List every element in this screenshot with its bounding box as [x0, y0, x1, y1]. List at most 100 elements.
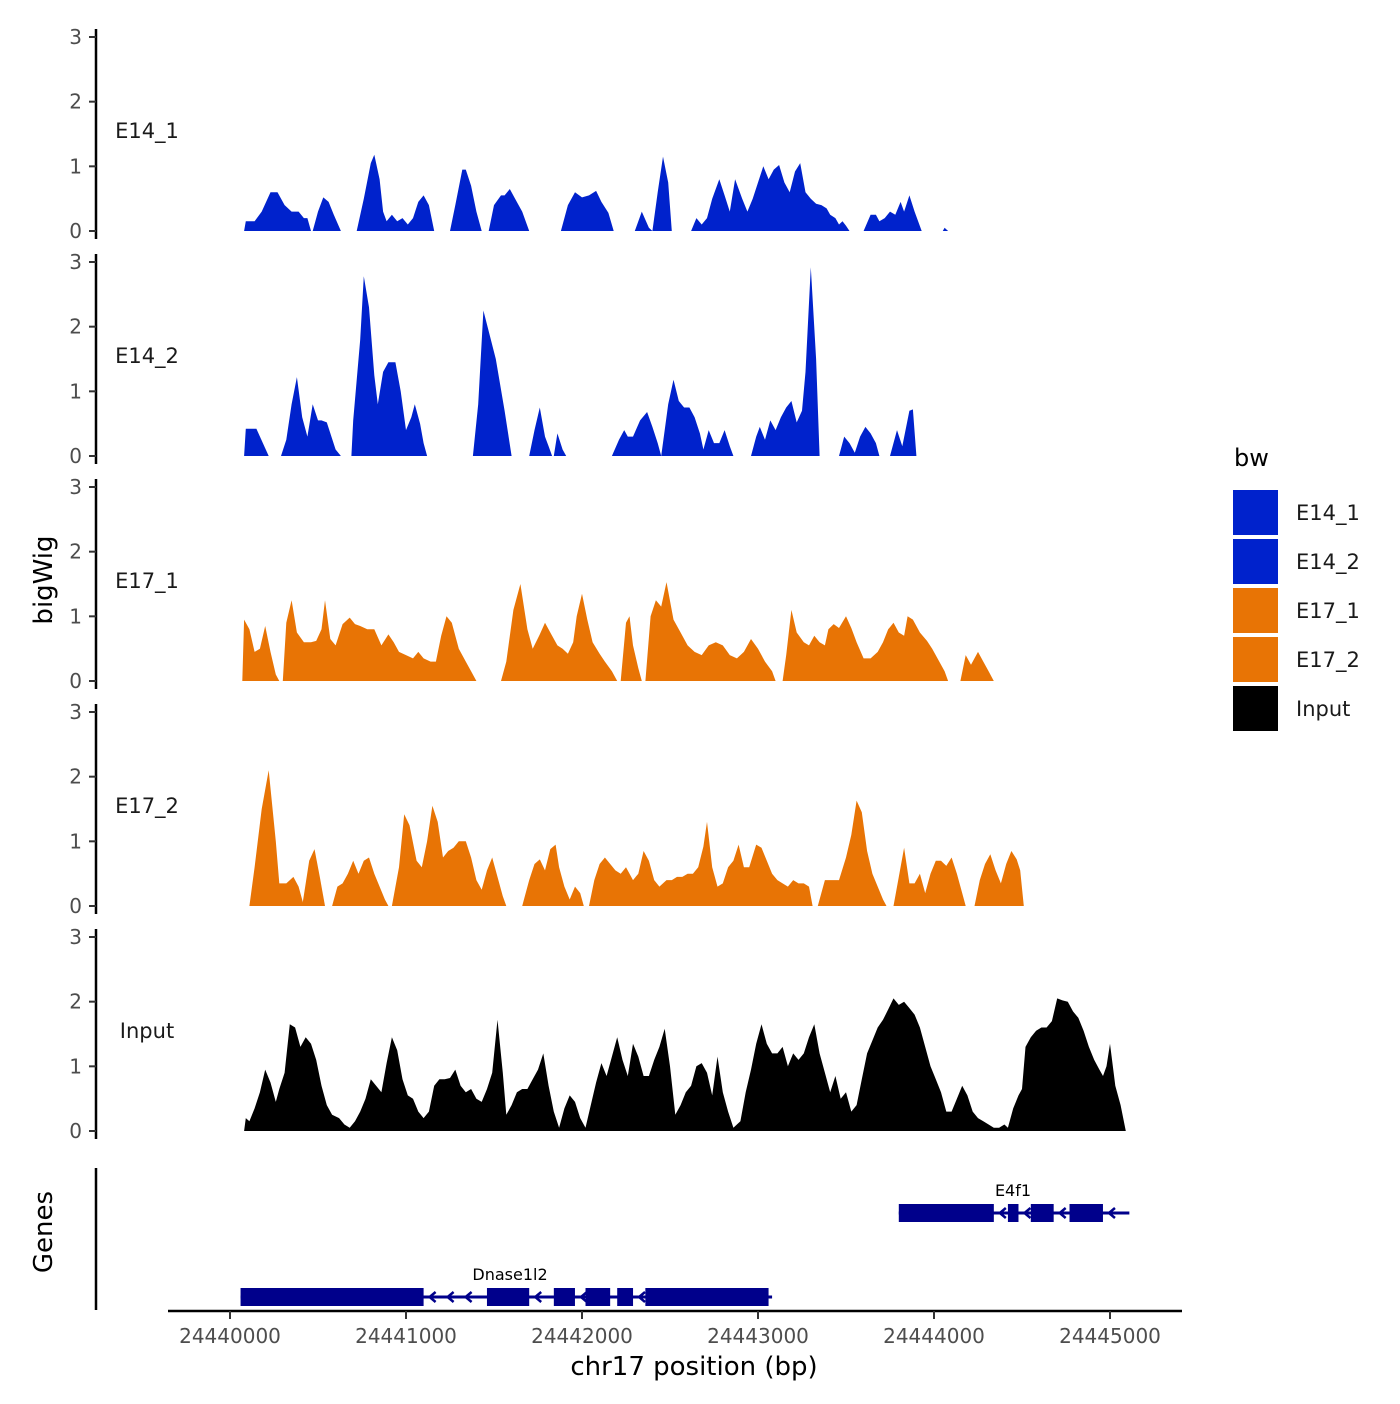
strand-arrow [427, 1291, 437, 1303]
area-segment [391, 805, 507, 906]
area-segment [634, 156, 672, 231]
x-ticks-layer: 24440000 24441000 24442000 24443000 24444000… [179, 1311, 1161, 1348]
genes-layer: E4f1 Dnase1l2 [240, 1181, 1130, 1306]
y-tick-label: 0 [69, 669, 82, 693]
area-segment [244, 428, 269, 456]
tracks-layer: 0 1 2 3 E14_1 0 1 2 3 E14_2 0 1 2 3 E17_1 0 1 2 3 E17_2 0 1 2 3… [69, 25, 1126, 1143]
strand-arrow [1022, 1207, 1032, 1219]
area-segment [302, 849, 325, 906]
y-tick-label: 0 [69, 444, 82, 468]
y-tick-label: 2 [69, 90, 82, 114]
area-segment [661, 379, 734, 456]
area-segment [611, 412, 662, 456]
y-tick-label: 3 [69, 700, 82, 724]
strand-arrow [1057, 1207, 1067, 1219]
strand-arrow [463, 1291, 473, 1303]
exon [645, 1288, 769, 1306]
legend-item-E14_1: E14_1 [1233, 490, 1360, 535]
legend-item-E17_1: E17_1 [1233, 588, 1360, 633]
legend-item-Input: Input [1233, 686, 1350, 731]
y-tick-label: 2 [69, 540, 82, 564]
area-segment [522, 844, 584, 906]
legend: bw E14_1 E14_2 E17_1 E17_2 Input [1233, 444, 1360, 731]
area-segment [553, 433, 567, 456]
exon [1007, 1204, 1019, 1222]
track-E17_2: 0 1 2 3 E17_2 [69, 700, 1024, 918]
area-segment [589, 821, 813, 906]
gene-label: E4f1 [995, 1181, 1031, 1200]
y-tick-label: 1 [69, 604, 82, 628]
legend-swatch [1233, 686, 1278, 731]
area-segment [817, 800, 887, 906]
y-tick-label: 2 [69, 315, 82, 339]
area-segment [356, 154, 435, 231]
area-segment [560, 190, 614, 231]
track-Input: 0 1 2 3 Input [69, 925, 1126, 1143]
y-tick-label: 1 [69, 829, 82, 853]
legend-label: E14_1 [1296, 501, 1360, 526]
strand-arrow [997, 1207, 1007, 1219]
area-segment [472, 310, 512, 456]
legend-swatch [1233, 637, 1278, 682]
exon [1069, 1204, 1103, 1222]
y-axis-title: bigWig [29, 535, 59, 624]
area-segment [450, 169, 482, 231]
legend-swatch [1233, 490, 1278, 535]
track-label: Input [120, 1019, 174, 1043]
legend-label: E14_2 [1296, 550, 1360, 575]
exon [486, 1288, 530, 1306]
x-tick-label: 24444000 [883, 1324, 985, 1348]
area-segment [645, 582, 776, 681]
legend-swatch [1233, 588, 1278, 633]
area-segment [890, 409, 917, 456]
gene-label: Dnase1l2 [472, 1265, 547, 1284]
y-tick-label: 2 [69, 990, 82, 1014]
area-segment [974, 851, 1024, 906]
legend-items: E14_1 E14_2 E17_1 E17_2 Input [1233, 490, 1360, 731]
y-tick-label: 1 [69, 1054, 82, 1078]
gene-E4f1: E4f1 [898, 1181, 1130, 1222]
x-tick-label: 24442000 [531, 1324, 633, 1348]
x-axis-title: chr17 position (bp) [570, 1352, 817, 1382]
track-E17_1: 0 1 2 3 E17_1 [69, 475, 994, 693]
y-tick-label: 0 [69, 1119, 82, 1143]
x-tick-label: 24443000 [707, 1324, 809, 1348]
legend-swatch [1233, 539, 1278, 584]
y-tick-label: 3 [69, 250, 82, 274]
track-label: E17_2 [115, 794, 179, 819]
exon [585, 1288, 611, 1306]
exon [553, 1288, 575, 1306]
area-segment [281, 377, 341, 456]
area-segment [863, 195, 922, 231]
legend-label: Input [1296, 697, 1350, 721]
exon [898, 1204, 994, 1222]
area-segment [282, 600, 477, 681]
y-tick-label: 3 [69, 925, 82, 949]
track-E14_1: 0 1 2 3 E14_1 [69, 25, 949, 243]
gene-Dnase1l2: Dnase1l2 [240, 1265, 773, 1306]
strand-arrow [579, 1291, 588, 1303]
area-segment [942, 227, 949, 231]
track-label: E14_2 [115, 344, 179, 369]
legend-item-E14_2: E14_2 [1233, 539, 1360, 584]
area-segment [488, 189, 530, 231]
area-segment [249, 770, 304, 906]
area-segment [620, 616, 642, 681]
area-segment [782, 609, 949, 681]
genes-axis-title: Genes [29, 1191, 59, 1273]
area-segment [691, 163, 850, 231]
y-tick-label: 1 [69, 379, 82, 403]
track-label: E17_1 [115, 569, 179, 594]
area-segment [839, 426, 882, 456]
y-tick-label: 0 [69, 219, 82, 243]
strand-arrow [533, 1291, 543, 1303]
area-segment [529, 407, 553, 456]
area-segment [960, 651, 994, 681]
legend-label: E17_1 [1296, 599, 1360, 624]
x-tick-label: 24445000 [1059, 1324, 1161, 1348]
track-E14_2: 0 1 2 3 E14_2 [69, 250, 917, 468]
x-tick-label: 24440000 [179, 1324, 281, 1348]
area-segment [351, 276, 428, 456]
